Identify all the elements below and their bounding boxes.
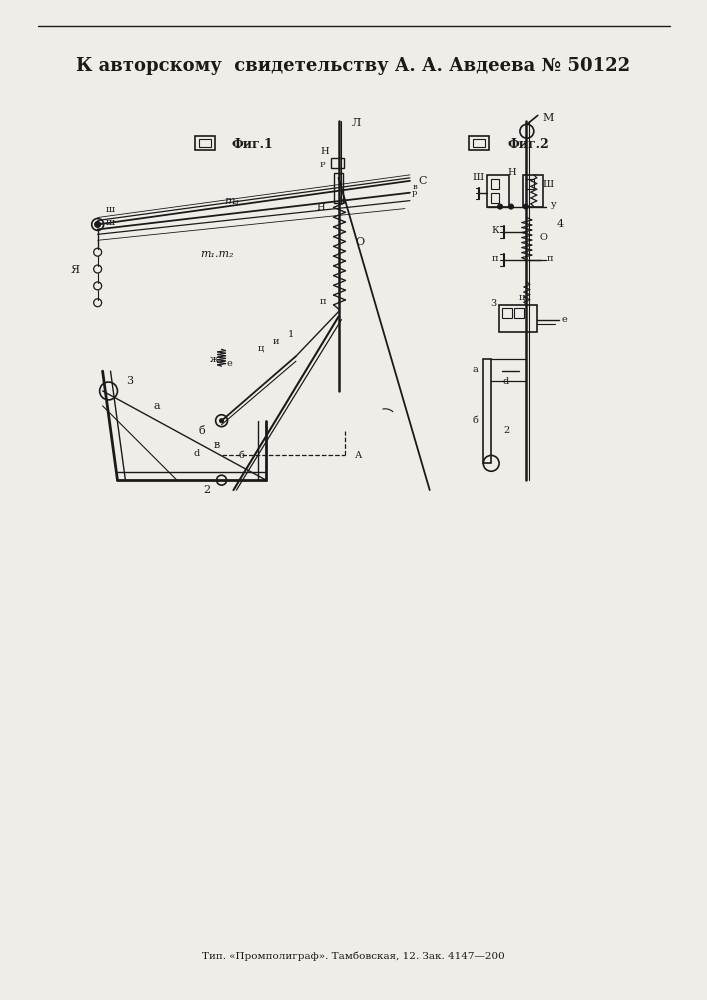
Text: е: е — [561, 315, 568, 324]
Text: К авторскому  свидетельству А. А. Авдеева № 50122: К авторскому свидетельству А. А. Авдеева… — [76, 57, 631, 75]
Text: Я: Я — [71, 265, 79, 275]
Text: р: р — [412, 189, 418, 197]
Text: Ш: Ш — [542, 180, 554, 189]
Bar — [502, 308, 512, 318]
Text: Тип. «Промполиграф». Тамбовская, 12. Зак. 4147—200: Тип. «Промполиграф». Тамбовская, 12. Зак… — [202, 951, 505, 961]
Text: 3: 3 — [490, 299, 496, 308]
Text: б: б — [472, 416, 478, 425]
Text: п: п — [492, 254, 498, 263]
Circle shape — [508, 204, 513, 209]
Bar — [331, 158, 344, 168]
Bar — [526, 179, 534, 189]
Circle shape — [523, 204, 528, 209]
Text: в: в — [214, 440, 220, 450]
Text: m₃: m₃ — [224, 196, 239, 206]
Text: п: п — [547, 254, 553, 263]
Text: Фиг.1: Фиг.1 — [231, 138, 273, 151]
Text: О: О — [539, 233, 548, 242]
Text: б: б — [199, 426, 205, 436]
Text: ц: ц — [519, 292, 525, 301]
Text: в: в — [412, 183, 417, 191]
Text: С: С — [419, 176, 427, 186]
Circle shape — [498, 204, 503, 209]
Bar — [473, 139, 485, 147]
Text: ж: ж — [210, 355, 219, 364]
Text: и: и — [273, 337, 279, 346]
Bar — [484, 359, 491, 463]
Text: ш: ш — [106, 205, 115, 214]
Text: Ш: Ш — [473, 173, 484, 182]
Text: Н: Н — [320, 147, 329, 156]
Text: К: К — [491, 226, 499, 235]
Text: п: п — [320, 297, 326, 306]
Bar — [514, 308, 524, 318]
Bar — [523, 175, 543, 207]
Circle shape — [220, 419, 223, 423]
Bar — [499, 305, 537, 332]
Bar — [491, 193, 499, 203]
Text: 3: 3 — [126, 376, 133, 386]
Circle shape — [95, 221, 100, 227]
Text: d: d — [194, 449, 200, 458]
Text: О: О — [356, 237, 365, 247]
Text: Р: Р — [320, 161, 325, 169]
Text: б: б — [238, 451, 245, 460]
Text: М: М — [542, 113, 554, 123]
Text: Л: Л — [352, 118, 361, 128]
Text: ц: ц — [258, 344, 264, 353]
Bar — [195, 136, 215, 150]
Text: А: А — [355, 451, 362, 460]
Text: m₁.m₂: m₁.m₂ — [200, 249, 233, 259]
Text: у: у — [551, 200, 556, 209]
Bar — [487, 175, 509, 207]
Text: ш: ш — [106, 218, 115, 227]
Text: Н: Н — [316, 203, 325, 212]
Bar — [199, 139, 211, 147]
Bar — [491, 179, 499, 189]
Text: 2: 2 — [503, 426, 509, 435]
Text: 4: 4 — [557, 219, 564, 229]
Text: Н: Н — [508, 168, 516, 177]
Text: 1: 1 — [288, 330, 294, 339]
Text: 2: 2 — [203, 485, 210, 495]
Bar — [334, 173, 344, 203]
Text: d: d — [503, 377, 509, 386]
Text: Фиг.2: Фиг.2 — [507, 138, 549, 151]
Text: а: а — [154, 401, 160, 411]
Bar — [469, 136, 489, 150]
Text: а: а — [472, 365, 478, 374]
Text: е: е — [227, 359, 233, 368]
